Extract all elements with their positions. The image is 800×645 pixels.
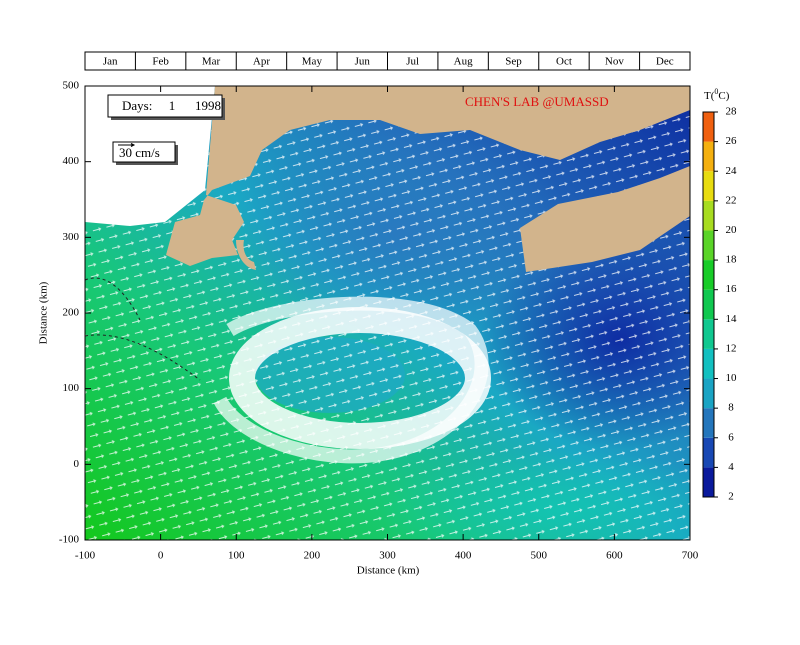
x-tick-label: 500 xyxy=(531,550,548,562)
colorbar-tick-label: 2 xyxy=(728,491,734,503)
colorbar-label-sup: 0 xyxy=(714,87,718,96)
year: 1998 xyxy=(195,98,221,113)
x-tick-label: -100 xyxy=(75,550,96,562)
colorbar-tick-label: 4 xyxy=(728,461,734,473)
day: 1 xyxy=(169,98,176,113)
x-tick-label: 700 xyxy=(682,550,699,562)
colorbar-tick-label: 10 xyxy=(726,372,738,384)
x-tick-label: 300 xyxy=(379,550,396,562)
month-label: Jul xyxy=(406,56,419,68)
month-label: Nov xyxy=(605,56,624,68)
colorbar-label: T(0C) xyxy=(704,87,730,102)
colorbar-band xyxy=(703,408,714,438)
colorbar-band xyxy=(703,171,714,201)
month-label: Feb xyxy=(152,56,169,68)
colorbar-band xyxy=(703,378,714,409)
colorbar-tick-label: 14 xyxy=(726,313,738,325)
colorbar-band xyxy=(703,200,714,231)
colorbar-tick-label: 16 xyxy=(726,283,738,295)
x-tick-label: 0 xyxy=(158,550,164,562)
month-label: Dec xyxy=(656,56,674,68)
x-tick-label: 200 xyxy=(304,550,321,562)
colorbar-band xyxy=(703,348,714,379)
month-label: Aug xyxy=(454,56,473,68)
colorbar-band xyxy=(703,112,714,142)
colorbar-label-prefix: T( xyxy=(704,90,715,102)
colorbar-tick-label: 6 xyxy=(728,431,734,443)
month-label: Jan xyxy=(103,56,118,68)
y-tick-label: 0 xyxy=(74,458,80,470)
date-box: Days: 1 1998 xyxy=(107,94,225,120)
colorbar-band xyxy=(703,289,714,320)
y-tick-label: 300 xyxy=(63,231,80,243)
x-tick-label: 100 xyxy=(228,550,245,562)
temperature-field xyxy=(85,86,690,540)
colorbar-band xyxy=(703,437,714,468)
colorbar-tick-label: 22 xyxy=(726,194,737,206)
x-tick-label: 600 xyxy=(606,550,623,562)
x-axis-label: Distance (km) xyxy=(357,565,420,577)
colorbar-band xyxy=(703,260,714,290)
colorbar-label-suffix: C) xyxy=(718,90,729,102)
colorbar-tick-label: 18 xyxy=(726,254,738,266)
month-label: Mar xyxy=(202,56,221,68)
colorbar-band xyxy=(703,319,714,349)
lab-label: CHEN'S LAB @UMASSD xyxy=(465,94,609,109)
days-label: Days: xyxy=(122,98,152,113)
y-tick-label: 400 xyxy=(63,155,80,167)
y-tick-label: 500 xyxy=(63,80,80,92)
month-bar: Jan Feb Mar Apr May Jun Jul Aug Sep Oct Nov Dec xyxy=(84,51,691,71)
y-axis-label: Distance (km) xyxy=(38,281,50,344)
x-tick-label: 400 xyxy=(455,550,472,562)
colorbar-band xyxy=(703,230,714,261)
colorbar-tick-label: 12 xyxy=(726,342,737,354)
month-label: May xyxy=(302,56,323,68)
colorbar-frame xyxy=(702,111,715,498)
colorbar-tick-label: 28 xyxy=(726,106,738,118)
colorbar-band xyxy=(703,467,714,497)
colorbar-band xyxy=(703,141,714,172)
month-label: Apr xyxy=(253,56,270,68)
month-label: Oct xyxy=(556,56,572,68)
month-label: Sep xyxy=(505,56,522,68)
colorbar-tick-label: 8 xyxy=(728,402,734,414)
y-tick-label: 100 xyxy=(63,382,80,394)
colorbar-tick-label: 26 xyxy=(726,135,738,147)
scale-box: 30 cm/s xyxy=(112,141,178,165)
colorbar-tick-label: 20 xyxy=(726,224,738,236)
scale-label: 30 cm/s xyxy=(119,145,160,160)
colorbar-tick-label: 24 xyxy=(726,165,738,177)
y-tick-label: -100 xyxy=(59,534,80,546)
y-tick-label: 200 xyxy=(63,307,80,319)
month-label: Jun xyxy=(355,56,371,68)
